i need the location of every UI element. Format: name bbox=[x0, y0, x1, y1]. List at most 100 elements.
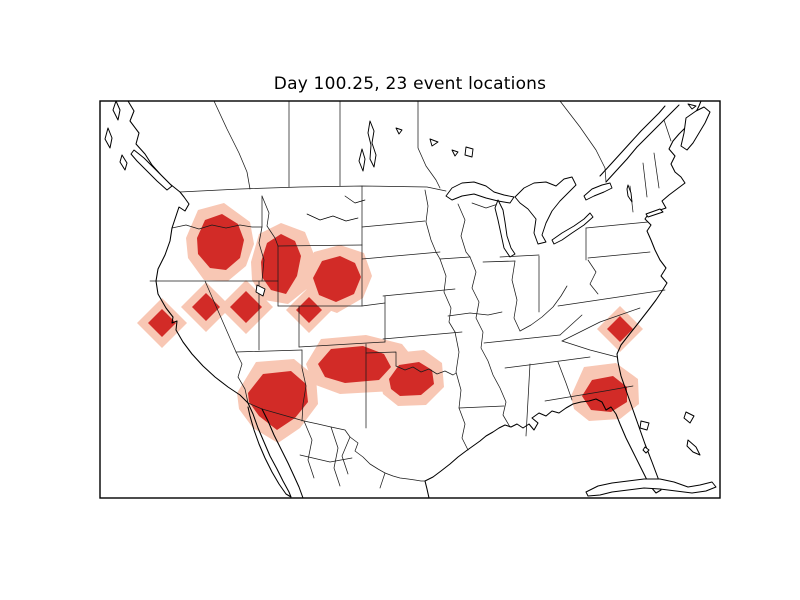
event-cluster-eastern-idaho-core bbox=[261, 234, 301, 294]
ca-az-colorado-river bbox=[235, 351, 249, 404]
pa-md-border bbox=[587, 251, 651, 259]
bc-island-small-2 bbox=[119, 154, 128, 171]
lake-champlain bbox=[626, 184, 633, 203]
lake-manitoba bbox=[358, 148, 366, 172]
gulf-of-california-coast bbox=[261, 408, 304, 499]
me-nb-border bbox=[663, 119, 672, 142]
vancouver-island bbox=[130, 149, 173, 191]
baja-california bbox=[247, 402, 292, 498]
bc-island-small bbox=[112, 100, 121, 121]
coastlines bbox=[127, 100, 702, 499]
mexico-state-line-4 bbox=[299, 454, 353, 463]
event-cluster-central-utah-core bbox=[296, 297, 322, 323]
id-mt-border bbox=[261, 195, 279, 247]
ontario-quebec-border bbox=[559, 100, 607, 183]
event-cluster-northern-california-core bbox=[148, 309, 176, 337]
nh-me-border bbox=[653, 152, 660, 189]
mexico-state-line-2 bbox=[330, 426, 341, 487]
st-lawrence-south-bank bbox=[605, 104, 680, 183]
mt-south-border bbox=[277, 244, 363, 247]
ne-ks-border bbox=[382, 288, 456, 297]
ky-va-border bbox=[559, 314, 583, 336]
bahamas-1 bbox=[683, 411, 695, 424]
ok-panhandle-south bbox=[365, 351, 397, 367]
lake-huron bbox=[514, 176, 577, 245]
az-nm-border bbox=[301, 349, 307, 422]
lake-winnipeg bbox=[367, 120, 377, 168]
us-mexico-border bbox=[247, 402, 426, 482]
wa-or-border bbox=[171, 224, 263, 230]
ny-pa-border bbox=[585, 221, 649, 229]
mexico-state-line-5 bbox=[379, 472, 386, 489]
prince-edward-island bbox=[687, 103, 697, 110]
fl-north-border bbox=[544, 385, 634, 402]
ut-az-border bbox=[235, 349, 303, 353]
wi-il-border bbox=[482, 260, 516, 263]
canada-lake-small bbox=[395, 127, 403, 135]
event-cluster-oklahoma-core bbox=[389, 362, 434, 396]
cuba bbox=[585, 478, 717, 497]
tn-south-border bbox=[504, 356, 591, 369]
nova-scotia bbox=[680, 106, 711, 151]
bahamas-3 bbox=[642, 446, 650, 454]
or-id-border bbox=[258, 195, 265, 282]
wv-va-border bbox=[587, 259, 599, 295]
event-cluster-georgia-florida-border-core bbox=[582, 376, 627, 412]
lac-seul bbox=[429, 138, 439, 147]
lake-okeechobee bbox=[639, 420, 650, 431]
state-borders bbox=[149, 100, 672, 489]
mn-ia-border bbox=[439, 256, 471, 260]
event-cluster-central-wyoming-core bbox=[313, 256, 361, 302]
gulf-atlantic-coast bbox=[424, 100, 702, 499]
ks-ok-border bbox=[382, 331, 463, 340]
haida-gwaii bbox=[104, 127, 113, 149]
red-river-ok-tx bbox=[395, 365, 457, 376]
mexico-state-line-1 bbox=[303, 420, 315, 479]
lake-nipigon bbox=[464, 146, 474, 158]
mi-south-border bbox=[499, 254, 540, 258]
event-core-layer bbox=[148, 214, 633, 430]
great-salt-lake bbox=[255, 284, 266, 297]
mn-wi-border bbox=[457, 203, 471, 258]
lake-erie bbox=[551, 212, 594, 245]
lakes bbox=[255, 120, 650, 431]
wy-south-border bbox=[277, 302, 386, 307]
bahamas-2 bbox=[686, 439, 701, 456]
ca-nv-border bbox=[204, 280, 237, 353]
manitoba-ontario-border bbox=[417, 100, 441, 189]
lake-michigan bbox=[494, 199, 516, 258]
map-frame bbox=[99, 100, 721, 499]
event-cluster-northeast-oregon-core bbox=[197, 214, 244, 270]
lake-superior bbox=[445, 181, 515, 204]
ia-mo-border bbox=[447, 311, 503, 317]
mn-dakotas-border bbox=[424, 189, 441, 260]
pacific-coast bbox=[127, 100, 249, 404]
missouri-river-ne-ia bbox=[439, 258, 456, 333]
islands bbox=[104, 100, 717, 497]
event-cluster-arizona-new-mexico-border-core bbox=[248, 371, 308, 430]
wi-mi-border bbox=[471, 202, 499, 209]
mexico-state-line-3 bbox=[341, 436, 351, 475]
sd-ne-border bbox=[361, 251, 441, 260]
al-ga-border bbox=[557, 361, 573, 401]
missouri-river-mt bbox=[306, 213, 359, 222]
ky-tn-border bbox=[483, 334, 561, 344]
us-canada-border bbox=[179, 185, 447, 193]
sc-ga-border bbox=[561, 340, 618, 358]
ohio-river bbox=[519, 285, 568, 332]
nc-sc-border bbox=[561, 307, 641, 342]
bc-alberta-border bbox=[213, 100, 251, 190]
lake-ontario bbox=[583, 182, 613, 201]
nd-sd-border bbox=[361, 220, 426, 228]
mississippi-river-line bbox=[469, 256, 511, 428]
va-nc-border bbox=[557, 289, 666, 307]
mo-ar-east-line bbox=[454, 331, 469, 451]
ms-al-border bbox=[525, 363, 531, 437]
rivers bbox=[306, 195, 366, 222]
plot-title: Day 100.25, 23 event locations bbox=[273, 74, 547, 94]
milk-river bbox=[344, 195, 366, 204]
event-cluster-northeast-nevada-utah-border-core bbox=[230, 291, 262, 323]
canada-lake-small-2 bbox=[451, 149, 459, 157]
co-south-border bbox=[298, 341, 386, 348]
